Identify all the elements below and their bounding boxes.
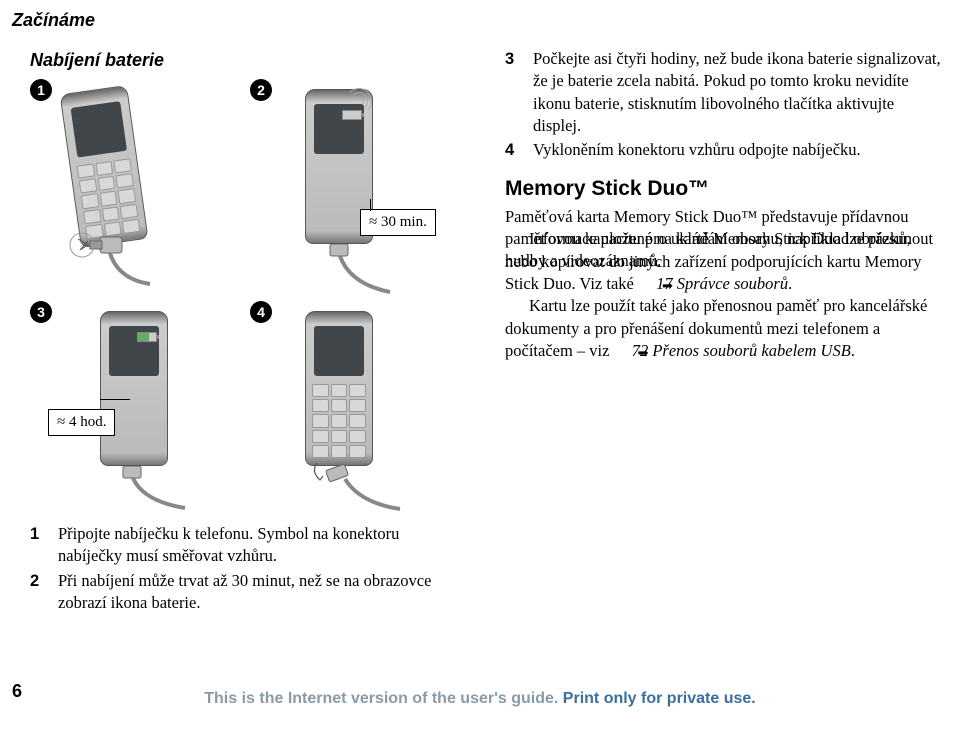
step-text: Počkejte asi čtyři hodiny, než bude ikon… xyxy=(533,48,943,137)
badge-4: 4 xyxy=(250,301,272,323)
charger-3 xyxy=(115,466,205,516)
footer: This is the Internet version of the user… xyxy=(0,690,960,708)
ref-spravce: 17 Správce souborů xyxy=(656,274,788,293)
step-3: 3 Počkejte asi čtyři hodiny, než bude ik… xyxy=(505,48,943,137)
phone-4 xyxy=(305,311,373,466)
step-text: Připojte nabíječku k telefonu. Symbol na… xyxy=(58,523,460,568)
page-title: Začínáme xyxy=(12,10,95,31)
illus-1: 1 xyxy=(30,79,230,309)
badge-3: 3 xyxy=(30,301,52,323)
callout-30min: ≈ 30 min. xyxy=(360,209,436,236)
right-column: 3 Počkejte asi čtyři hodiny, než bude ik… xyxy=(505,48,943,362)
arrow-icon xyxy=(638,274,652,286)
memory-p2b: . xyxy=(788,274,792,293)
step-num: 4 xyxy=(505,139,533,161)
step-num: 2 xyxy=(30,570,58,615)
step-2: 2 Při nabíjení může trvat až 30 minut, n… xyxy=(30,570,460,615)
left-column: Nabíjení baterie 1 2 xyxy=(30,50,460,616)
memory-p3: Kartu lze použít také jako přenosnou pam… xyxy=(505,295,943,362)
charger-4 xyxy=(305,461,415,521)
arrow-icon xyxy=(614,341,628,353)
step-text: Při nabíjení může trvat až 30 minut, než… xyxy=(58,570,460,615)
illus-row-1: 1 2 xyxy=(30,79,460,309)
badge-1: 1 xyxy=(30,79,52,101)
phone-3 xyxy=(100,311,168,466)
badge-2: 2 xyxy=(250,79,272,101)
illus-4: 4 xyxy=(250,301,450,511)
footer-blue: Print only for private use. xyxy=(563,690,756,707)
illus-3: 3 ≈ 4 hod. xyxy=(30,301,230,511)
charger-1 xyxy=(40,229,170,299)
step-4: 4 Vykloněním konektoru vzhůru odpojte na… xyxy=(505,139,943,161)
memory-block: Informace uložené na kartě Memory Stick … xyxy=(505,228,943,362)
memory-heading: Memory Stick Duo™ xyxy=(505,175,943,203)
step-1: 1 Připojte nabíječku k telefonu. Symbol … xyxy=(30,523,460,568)
illus-2: 2 ≈ 30 min. xyxy=(250,79,450,309)
step-text: Vykloněním konektoru vzhůru odpojte nabí… xyxy=(533,139,943,161)
illus-row-2: 3 ≈ 4 hod. 4 xyxy=(30,301,460,511)
memory-p2-full: Informace uložené na kartě Memory Stick … xyxy=(505,228,943,295)
callout-4hod: ≈ 4 hod. xyxy=(48,409,115,436)
step-num: 1 xyxy=(30,523,58,568)
charging-heading: Nabíjení baterie xyxy=(30,50,460,71)
phone-1 xyxy=(60,85,149,248)
step-num: 3 xyxy=(505,48,533,137)
memory-p3b: . xyxy=(851,341,855,360)
charger-2 xyxy=(320,244,410,304)
ref-prenos: 72 Přenos souborů kabelem USB xyxy=(632,341,851,360)
left-steps: 1 Připojte nabíječku k telefonu. Symbol … xyxy=(30,523,460,614)
footer-gray: This is the Internet version of the user… xyxy=(204,690,563,707)
